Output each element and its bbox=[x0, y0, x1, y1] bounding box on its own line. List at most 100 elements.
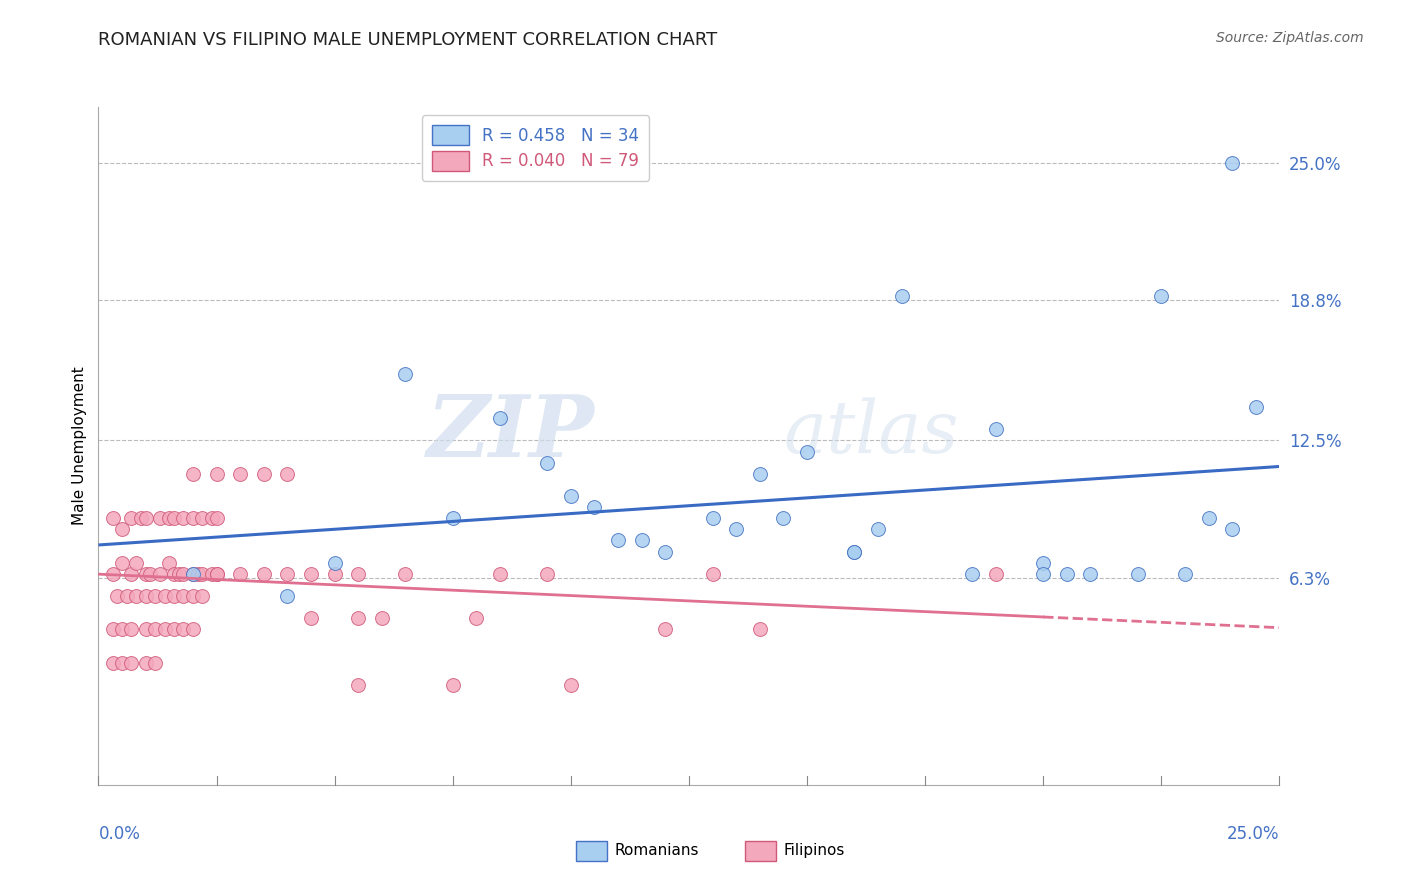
Point bbox=[1244, 400, 1267, 414]
Point bbox=[181, 566, 204, 581]
Text: Source: ZipAtlas.com: Source: ZipAtlas.com bbox=[1216, 31, 1364, 45]
Point bbox=[394, 566, 416, 581]
Point bbox=[394, 367, 416, 381]
Point bbox=[191, 589, 214, 603]
Point bbox=[560, 489, 582, 503]
Point bbox=[139, 566, 162, 581]
Point bbox=[121, 623, 143, 637]
Point bbox=[1126, 566, 1149, 581]
Point bbox=[654, 623, 676, 637]
Point bbox=[101, 656, 124, 670]
Point bbox=[101, 511, 124, 525]
Point bbox=[201, 511, 224, 525]
Point bbox=[1032, 566, 1054, 581]
Point bbox=[1056, 566, 1078, 581]
Point bbox=[157, 556, 180, 570]
Point bbox=[143, 656, 166, 670]
Point bbox=[187, 566, 209, 581]
Point bbox=[205, 511, 228, 525]
Point bbox=[276, 589, 298, 603]
Point bbox=[163, 589, 186, 603]
Point bbox=[323, 556, 346, 570]
Text: atlas: atlas bbox=[783, 397, 959, 467]
Y-axis label: Male Unemployment: Male Unemployment bbox=[72, 367, 87, 525]
Point bbox=[205, 566, 228, 581]
Point bbox=[1032, 556, 1054, 570]
Point bbox=[201, 566, 224, 581]
Point bbox=[890, 289, 912, 303]
Point bbox=[725, 522, 748, 536]
Point bbox=[276, 566, 298, 581]
Point bbox=[121, 566, 143, 581]
Point bbox=[181, 511, 204, 525]
Point bbox=[135, 511, 157, 525]
Point bbox=[347, 611, 370, 625]
Point bbox=[276, 467, 298, 481]
Point bbox=[844, 544, 866, 558]
Point bbox=[347, 678, 370, 692]
Point bbox=[111, 556, 134, 570]
Point bbox=[1220, 522, 1243, 536]
Point bbox=[191, 566, 214, 581]
Point bbox=[135, 566, 157, 581]
Point bbox=[441, 678, 464, 692]
Point bbox=[153, 589, 176, 603]
Point bbox=[702, 566, 724, 581]
Point bbox=[630, 533, 652, 548]
Point bbox=[560, 678, 582, 692]
Legend: R = 0.458   N = 34, R = 0.040   N = 79: R = 0.458 N = 34, R = 0.040 N = 79 bbox=[422, 115, 650, 180]
Text: Filipinos: Filipinos bbox=[783, 844, 845, 858]
Text: ZIP: ZIP bbox=[426, 391, 595, 475]
Point bbox=[172, 589, 194, 603]
Point bbox=[844, 544, 866, 558]
Point bbox=[111, 623, 134, 637]
Point bbox=[748, 467, 770, 481]
Point bbox=[962, 566, 984, 581]
Point bbox=[607, 533, 630, 548]
Point bbox=[796, 444, 818, 458]
Point bbox=[101, 566, 124, 581]
Point bbox=[149, 566, 172, 581]
Point bbox=[125, 556, 148, 570]
Point bbox=[583, 500, 606, 515]
Point bbox=[101, 623, 124, 637]
Point bbox=[465, 611, 488, 625]
Point bbox=[163, 511, 186, 525]
Point bbox=[205, 467, 228, 481]
Point bbox=[1198, 511, 1220, 525]
Point bbox=[984, 566, 1007, 581]
Point bbox=[121, 656, 143, 670]
Point bbox=[347, 566, 370, 581]
Point bbox=[129, 511, 152, 525]
Point bbox=[181, 623, 204, 637]
Point bbox=[149, 511, 172, 525]
Point bbox=[299, 566, 322, 581]
Point bbox=[748, 623, 770, 637]
Text: 25.0%: 25.0% bbox=[1227, 825, 1279, 843]
Point bbox=[135, 656, 157, 670]
Point bbox=[702, 511, 724, 525]
Point bbox=[181, 566, 204, 581]
Point bbox=[172, 623, 194, 637]
Point bbox=[536, 456, 558, 470]
Point bbox=[1150, 289, 1173, 303]
Point bbox=[229, 467, 252, 481]
Point bbox=[1174, 566, 1197, 581]
Point bbox=[229, 566, 252, 581]
Point bbox=[115, 589, 138, 603]
Point bbox=[111, 522, 134, 536]
Point bbox=[135, 589, 157, 603]
Point bbox=[654, 544, 676, 558]
Point bbox=[172, 566, 194, 581]
Text: ROMANIAN VS FILIPINO MALE UNEMPLOYMENT CORRELATION CHART: ROMANIAN VS FILIPINO MALE UNEMPLOYMENT C… bbox=[98, 31, 717, 49]
Point bbox=[111, 656, 134, 670]
Point bbox=[299, 611, 322, 625]
Point bbox=[163, 623, 186, 637]
Point bbox=[121, 511, 143, 525]
Point bbox=[489, 566, 512, 581]
Point bbox=[253, 566, 276, 581]
Point bbox=[1220, 155, 1243, 169]
Point bbox=[172, 511, 194, 525]
Point bbox=[536, 566, 558, 581]
Point bbox=[323, 566, 346, 581]
